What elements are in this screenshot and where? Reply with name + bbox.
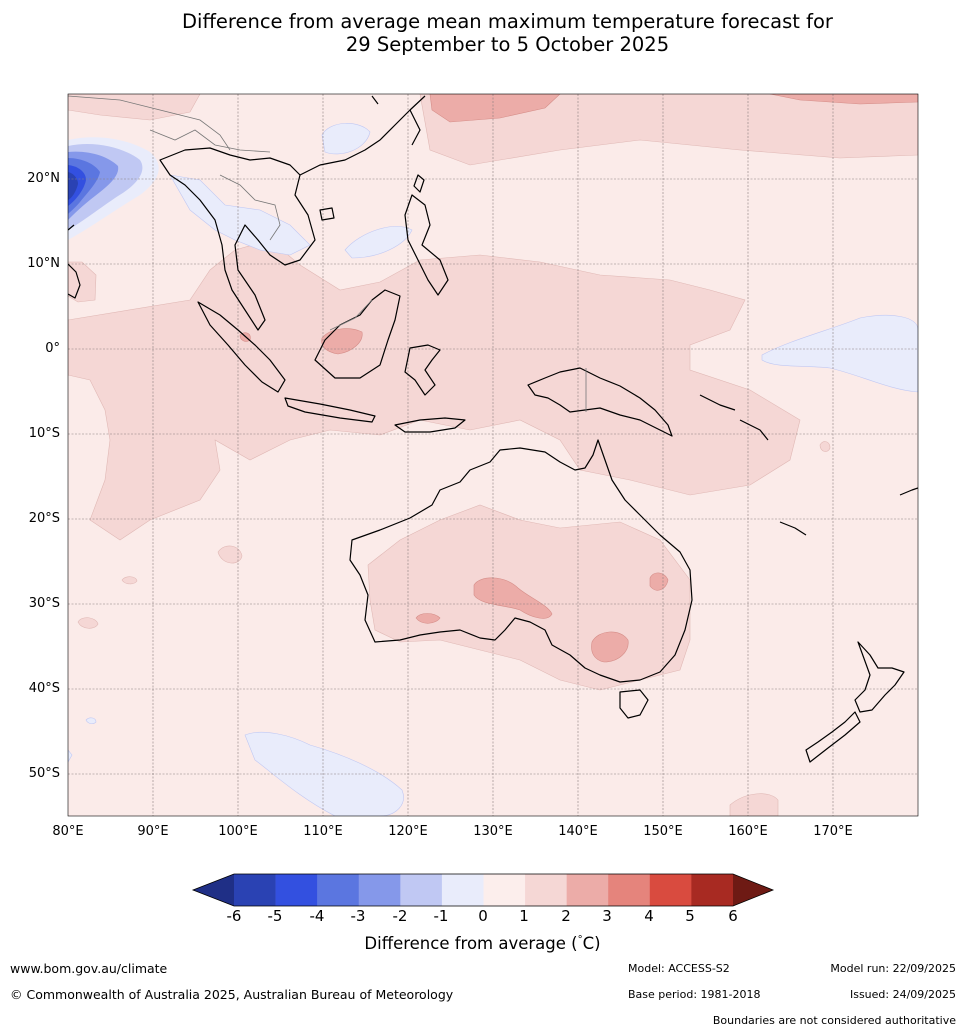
lon-label: 160°E: [728, 824, 768, 839]
lat-label: 10°S: [28, 426, 60, 441]
colorbar-tick: 3: [602, 907, 612, 925]
lon-label: 140°E: [558, 824, 598, 839]
title-line-2: 29 September to 5 October 2025: [345, 33, 670, 56]
colorbar-label-text: Difference from average (: [364, 934, 578, 953]
base-period: Base period: 1981-2018: [628, 988, 761, 1001]
colorbar-label-unit: C): [582, 934, 601, 953]
boundaries: [68, 95, 587, 412]
boundaries-disclaimer: Boundaries are not considered authoritat…: [712, 1014, 956, 1027]
colorbar-tick: -1: [433, 907, 449, 925]
colorbar-tick: 5: [685, 907, 695, 925]
colorbar-segment: [691, 874, 734, 906]
colorbar-tick: 6: [728, 907, 738, 925]
lon-label: 120°E: [388, 824, 428, 839]
lat-label: 30°S: [28, 596, 60, 611]
map-panel: [68, 94, 918, 816]
lat-label: 0°: [45, 341, 60, 356]
colorbar-segment: [525, 874, 567, 906]
colorbar-segment: [358, 874, 401, 906]
lon-label: 100°E: [218, 824, 258, 839]
lat-label: 40°S: [28, 681, 60, 696]
lon-label: 110°E: [303, 824, 343, 839]
colorbar-tick: 4: [644, 907, 654, 925]
colorbar-tick: 1: [519, 907, 529, 925]
model-name: Model: ACCESS-S2: [628, 962, 730, 975]
lat-label: 50°S: [28, 766, 60, 781]
colorbar-tick: 2: [561, 907, 571, 925]
lon-label: 90°E: [137, 824, 169, 839]
colorbar-tick: -5: [267, 907, 283, 925]
lon-label: 150°E: [643, 824, 683, 839]
colorbar-segment: [441, 874, 484, 906]
website-link[interactable]: www.bom.gov.au/climate: [10, 961, 168, 976]
colorbar-segment: [608, 874, 651, 906]
colorbar-tick: -6: [226, 907, 242, 925]
colorbar-tick: 0: [478, 907, 488, 925]
map-frame: [67, 93, 919, 817]
lat-label: 20°N: [27, 171, 60, 186]
colorbar-segment: [234, 874, 276, 906]
colorbar-tick: -3: [350, 907, 366, 925]
map-title: Difference from average mean maximum tem…: [0, 10, 965, 56]
colorbar-segment: [483, 874, 526, 906]
colorbar-segment: [649, 874, 692, 906]
lat-label: 20°S: [28, 511, 60, 526]
colorbar: [191, 873, 775, 907]
colorbar-segment: [566, 874, 609, 906]
colorbar-segment: [275, 874, 318, 906]
colorbar-tick: -4: [309, 907, 325, 925]
colorbar-label-degree: °: [577, 934, 583, 946]
colorbar-extend-min: [193, 874, 234, 906]
colorbar-tick: -2: [392, 907, 408, 925]
colorbar-segment: [317, 874, 360, 906]
lon-label: 170°E: [813, 824, 853, 839]
lon-label: 130°E: [473, 824, 513, 839]
issued-date: Issued: 24/09/2025: [849, 988, 956, 1001]
colorbar-segment: [400, 874, 443, 906]
anomaly-negative-core: [68, 137, 159, 240]
graticule: [68, 94, 918, 816]
lat-label: 10°N: [27, 256, 60, 271]
anomaly-2-3-regions: [239, 94, 918, 663]
title-line-1: Difference from average mean maximum tem…: [182, 10, 833, 33]
model-run: Model run: 22/09/2025: [830, 962, 956, 975]
lon-label: 80°E: [52, 824, 84, 839]
coastlines: [68, 95, 918, 763]
colorbar-label: Difference from average (°C): [0, 934, 965, 953]
copyright-text: © Commonwealth of Australia 2025, Austra…: [10, 987, 454, 1002]
colorbar-extend-max: [733, 874, 773, 906]
